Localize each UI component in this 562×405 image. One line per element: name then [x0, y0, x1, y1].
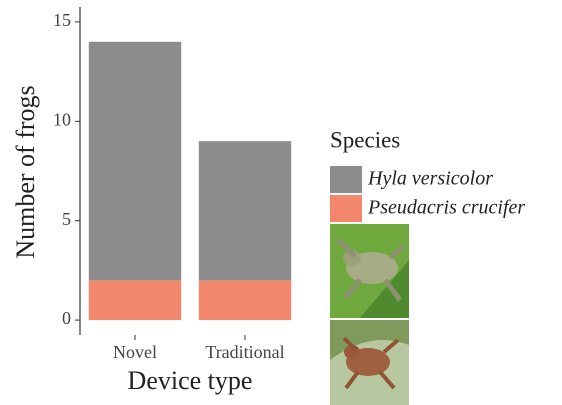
chart: Number of frogs Device type Species 0 5 10… [0, 0, 562, 405]
legend-key [330, 166, 362, 193]
page: {"chart_data": {"type": "stacked-bar", "… [0, 0, 562, 405]
frog-photo [330, 320, 409, 405]
y-tick-label: 0 [62, 308, 71, 328]
bar-segment [199, 280, 291, 320]
frog-photo [330, 224, 409, 318]
y-tick-label: 15 [53, 10, 71, 30]
legend-title: Species [330, 127, 400, 152]
bar-segment [89, 42, 181, 281]
legend-label: Pseudacris crucifer [367, 197, 525, 219]
bar-segment [199, 141, 291, 280]
x-tick-label: Traditional [205, 342, 284, 362]
bar-segment [89, 280, 181, 320]
y-tick-label: 10 [53, 109, 71, 129]
x-axis-title: Device type [128, 366, 253, 395]
y-axis-title: Number of frogs [11, 85, 40, 258]
legend-label: Hyla versicolor [367, 168, 493, 190]
x-tick-label: Novel [113, 342, 157, 362]
legend-key [330, 195, 362, 222]
y-tick-label: 5 [62, 209, 71, 229]
